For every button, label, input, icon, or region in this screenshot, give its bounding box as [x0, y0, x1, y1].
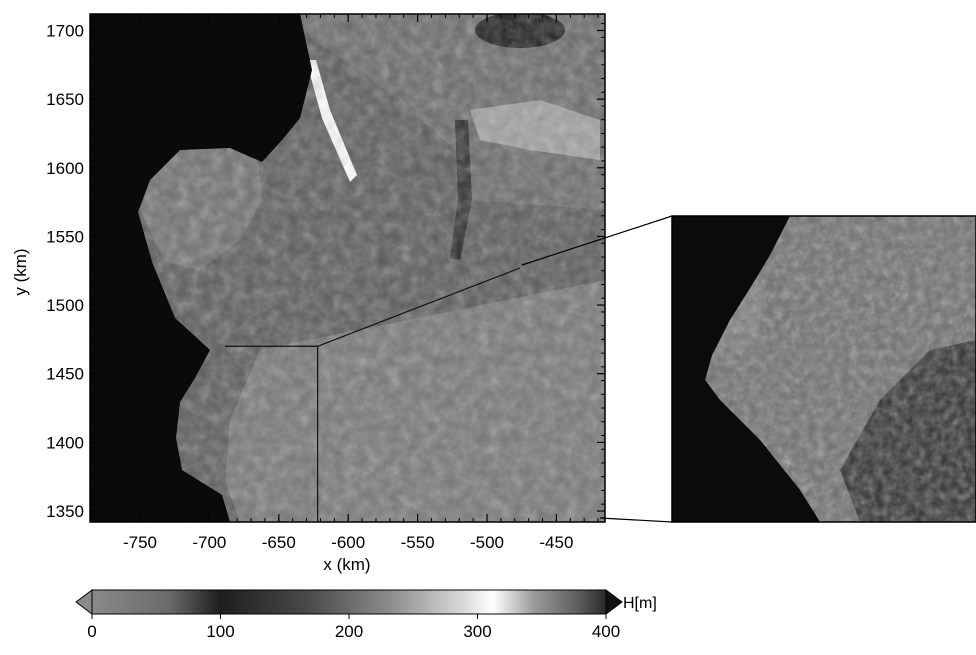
colorbar-tick-label: 300: [463, 622, 491, 641]
profile-line-diagonal: [317, 267, 521, 347]
x-axis: -750 -700 -650 -600 -550 -500 -450: [97, 14, 599, 552]
profile-lines: [225, 267, 521, 522]
y-axis-label: y (km): [11, 248, 30, 295]
colorbar-ticks: 0 100 200 300 400: [87, 614, 620, 641]
x-tick-label: -500: [470, 533, 504, 552]
zoom-connector-bottom: [599, 517, 673, 523]
x-axis-label: x (km): [323, 555, 370, 574]
colorbar-extend-low: [75, 589, 93, 615]
inset-frame: [671, 215, 976, 523]
y-tick-label: 1700: [46, 21, 84, 40]
y-tick-label: 1350: [46, 502, 84, 521]
x-tick-label: -450: [539, 533, 573, 552]
x-tick-label: -600: [331, 533, 365, 552]
colorbar-tick-label: 400: [592, 622, 620, 641]
y-tick-label: 1650: [46, 90, 84, 109]
y-axis: 1350 1400 1450 1500 1550 1600 1650 1700: [46, 21, 605, 521]
colorbar-label: H[m]: [623, 595, 657, 612]
y-tick-label: 1450: [46, 365, 84, 384]
colorbar-tick-label: 0: [87, 622, 96, 641]
x-tick-label: -550: [401, 533, 435, 552]
inset-ocean-mask: [672, 216, 820, 522]
colorbar-extend-high: [605, 589, 623, 615]
x-tick-label: -650: [262, 533, 296, 552]
y-tick-label: 1500: [46, 296, 84, 315]
y-tick-label: 1550: [46, 227, 84, 246]
x-tick-label: -750: [123, 533, 157, 552]
x-tick-label: -700: [192, 533, 226, 552]
y-tick-label: 1400: [46, 433, 84, 452]
colorbar-bar: [91, 589, 607, 615]
colorbar-tick-label: 200: [335, 622, 363, 641]
inset-map: [672, 216, 976, 522]
ocean-mask: [90, 14, 312, 522]
map-frame: [89, 13, 606, 523]
main-map: [90, 14, 605, 522]
y-tick-label: 1600: [46, 159, 84, 178]
zoom-connector-top: [521, 215, 673, 266]
colorbar: 0 100 200 300 400 H[m]: [75, 589, 657, 641]
colorbar-tick-label: 100: [206, 622, 234, 641]
